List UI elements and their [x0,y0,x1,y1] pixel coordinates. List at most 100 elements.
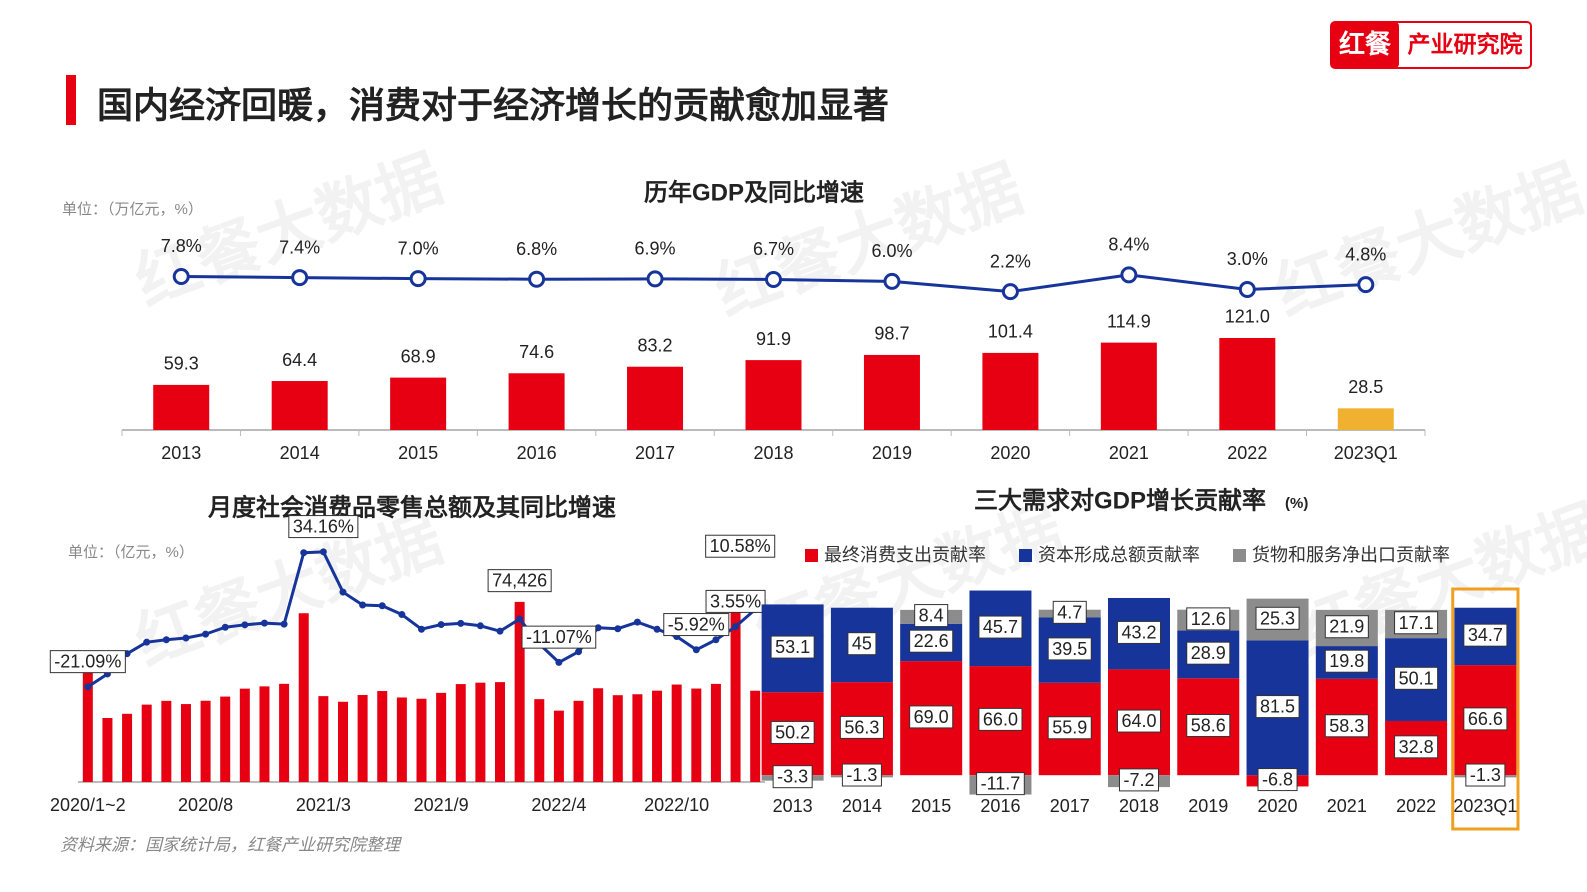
data-label: -7.2 [1123,770,1154,790]
data-label: 56.3 [844,717,879,737]
data-label: 121.0 [1225,307,1270,327]
line-marker [221,623,229,631]
data-label: 7.4% [279,237,320,257]
highlight-box [1451,587,1520,831]
line-marker [202,630,210,638]
bar [180,704,191,782]
chart-title: 三大需求对GDP增长贡献率 [974,486,1266,514]
line-marker [291,269,309,287]
data-label: 6.8% [516,239,557,259]
x-tick-label: 2014 [280,443,320,463]
x-tick-label: 2020/8 [178,795,233,815]
bar [863,354,920,430]
label-box [705,589,766,613]
label-box [1116,620,1162,644]
line-marker [359,601,367,609]
x-tick-label: 2021 [1109,443,1149,463]
bar [102,717,113,782]
data-label: 25.3 [1260,608,1295,628]
line-marker [496,627,504,635]
bar [141,704,152,782]
bar [396,697,407,782]
bar [1337,408,1394,430]
x-tick-label: 2020 [1258,796,1298,816]
data-label: 6.9% [635,239,676,259]
data-label: 10.58% [710,536,771,556]
data-label: -1.3 [1470,765,1501,785]
label-box [909,629,954,653]
x-tick-label: 2018 [1119,796,1159,816]
data-label: 45 [852,634,872,654]
label-box [770,635,815,659]
x-tick-label: 2015 [398,443,438,463]
bar [271,381,328,430]
x-tick-label: 2017 [635,443,675,463]
data-label: 8.4 [919,606,944,626]
label-box [1324,649,1369,673]
x-tick-label: 2016 [517,443,557,463]
data-label: 12.6 [1191,609,1226,629]
bar [337,701,348,782]
label-box [1394,611,1439,635]
logo: 红餐 产业研究院 [1330,21,1532,69]
x-tick-label: 2020/1~2 [50,795,126,815]
data-label: 64.4 [282,350,317,370]
bar [691,688,702,782]
bar [534,699,545,782]
line-marker [418,625,425,633]
chart-title: 历年GDP及同比增速 [644,178,864,206]
title-bar [66,75,76,125]
data-label: 50.1 [1399,668,1434,688]
data-label: 3.0% [1227,249,1268,269]
data-label: -1.3 [846,765,877,785]
line-marker [260,619,268,627]
data-label: 21.9 [1329,617,1364,637]
bar [750,690,761,782]
legend-swatch [805,549,818,562]
bar [982,352,1039,430]
bar [671,684,682,782]
x-tick-label: 2021 [1327,796,1367,816]
x-tick-label: 2019 [872,443,912,463]
line-marker [398,611,406,619]
label-box [1463,707,1508,731]
data-label: 58.6 [1191,716,1226,736]
data-label: -11.07% [526,627,592,647]
line-marker [457,619,465,627]
label-box [1394,666,1439,690]
label-box [1186,714,1231,738]
bar [239,688,250,782]
bar [259,686,270,782]
line-marker [339,588,347,596]
bar [475,682,486,782]
label-box [1186,607,1231,631]
label-box [521,625,597,649]
bar [377,691,388,782]
data-label: 53.1 [775,637,810,657]
data-label: 69.0 [914,707,949,727]
bar [436,692,447,782]
label-box [1052,600,1087,624]
data-label: 28.9 [1191,643,1226,663]
data-label: 68.9 [401,346,436,366]
chart-title: 月度社会消费品零售总额及其同比增速 [207,493,616,521]
label-box [1324,615,1369,639]
data-label: 45.7 [983,617,1018,637]
data-label: 32.8 [1399,737,1434,757]
label-box [1116,709,1162,733]
unit-label: (%) [1285,495,1308,512]
x-tick-label: 2018 [753,443,793,463]
label-box [1047,637,1092,661]
label-box [49,650,126,674]
line-marker [883,272,901,290]
label-box [1047,716,1092,740]
bar [553,710,564,782]
bar [593,688,604,782]
line-marker [692,646,700,654]
line-marker [319,548,327,556]
label-box [772,765,813,789]
data-label: 39.5 [1052,639,1087,659]
unit-label: 单位：（万亿元，%） [62,201,203,218]
data-label: -6.8 [1262,770,1293,790]
bar [710,683,721,782]
